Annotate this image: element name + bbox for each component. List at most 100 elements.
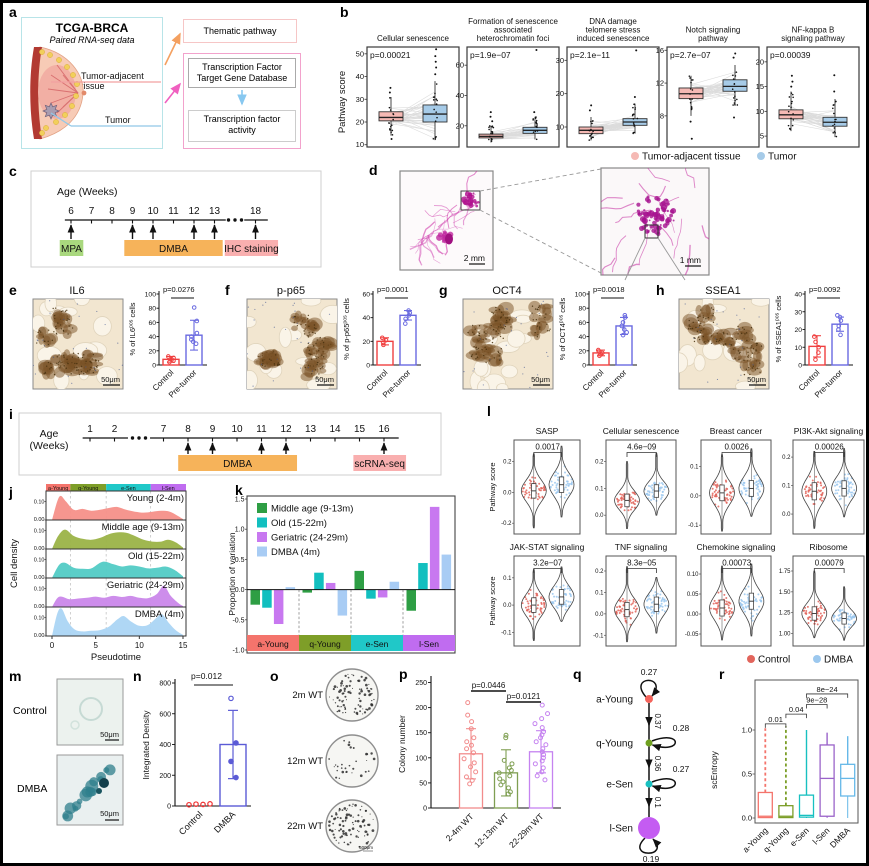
- svg-text:0.2: 0.2: [595, 459, 604, 465]
- svg-text:11: 11: [168, 206, 179, 217]
- svg-text:1.75: 1.75: [779, 569, 791, 575]
- svg-text:200: 200: [415, 705, 427, 712]
- svg-text:0.5: 0.5: [742, 770, 752, 779]
- svg-text:p=1.9e−07: p=1.9e−07: [470, 50, 511, 60]
- svg-text:6: 6: [68, 206, 74, 217]
- svg-text:0.04: 0.04: [789, 705, 804, 714]
- svg-text:8: 8: [109, 206, 115, 217]
- panel-g: g OCT4 50μm 0 20 40 60 80 100 % of OCT4pos cells…: [437, 281, 653, 405]
- panel-o-art: 2m WT 12m WT 22m WT 500μm: [287, 668, 379, 853]
- panel-m-art: 50μm 50μm: [56, 678, 124, 826]
- svg-text:50μm: 50μm: [100, 809, 119, 818]
- svg-text:Proportion of variation: Proportion of variation: [227, 532, 237, 615]
- svg-text:0.0: 0.0: [690, 494, 699, 500]
- svg-text:p=0.0276: p=0.0276: [163, 285, 195, 294]
- panel-o-letter: o: [270, 668, 279, 684]
- svg-text:1: 1: [87, 424, 93, 435]
- svg-text:0.00: 0.00: [34, 517, 45, 523]
- svg-text:150: 150: [415, 730, 427, 737]
- svg-text:Age: Age: [40, 428, 59, 440]
- svg-text:DMBA: DMBA: [212, 809, 237, 834]
- svg-text:250: 250: [415, 680, 427, 687]
- svg-text:TNF signaling: TNF signaling: [615, 542, 668, 552]
- svg-text:0.5: 0.5: [235, 557, 245, 564]
- svg-text:e-Sen: e-Sen: [788, 825, 811, 848]
- panel-m-letter: m: [9, 668, 22, 684]
- panel-k-art: -1.0 -0.5 0.0 0.5 1.0 1.5 a-Young q-Young e-Sen l…: [227, 495, 456, 654]
- svg-text:0.19: 0.19: [643, 854, 660, 864]
- svg-text:80: 80: [578, 306, 586, 313]
- svg-text:10: 10: [356, 140, 364, 149]
- panel-l-art: SASP -0.2 0.0 0.2 0.0017 Cellular senescence 0…: [488, 426, 865, 666]
- svg-text:0.2: 0.2: [782, 455, 791, 461]
- svg-text:IHC staining: IHC staining: [224, 244, 278, 255]
- svg-text:a-Young: a-Young: [257, 639, 289, 649]
- svg-text:9: 9: [210, 424, 216, 435]
- svg-text:% of p-p65pos cells: % of p-p65pos cells: [342, 298, 351, 360]
- svg-text:Integrated Density: Integrated Density: [141, 710, 151, 780]
- svg-text:p=2.7e−07: p=2.7e−07: [670, 50, 711, 60]
- svg-text:16: 16: [656, 46, 664, 55]
- panel-n-letter: n: [133, 668, 142, 684]
- svg-text:induced senescence: induced senescence: [577, 34, 650, 43]
- svg-text:7: 7: [161, 424, 167, 435]
- svg-text:100: 100: [415, 755, 427, 762]
- panel-j-letter: j: [9, 484, 13, 500]
- svg-text:5: 5: [760, 132, 764, 141]
- dmba-row-label: DMBA: [17, 783, 48, 795]
- panel-f-letter: f: [225, 282, 230, 298]
- svg-text:2: 2: [112, 424, 118, 435]
- svg-text:Old (15-22m): Old (15-22m): [271, 518, 327, 529]
- svg-text:Chemokine signaling: Chemokine signaling: [697, 542, 776, 552]
- svg-text:JAK-STAT signaling: JAK-STAT signaling: [510, 542, 585, 552]
- svg-text:30: 30: [556, 56, 564, 65]
- svg-text:scEntropy: scEntropy: [709, 750, 719, 789]
- svg-text:10: 10: [794, 345, 802, 352]
- svg-text:Ribosome: Ribosome: [809, 542, 848, 552]
- svg-text:1.00: 1.00: [779, 632, 791, 638]
- svg-text:Pseudotime: Pseudotime: [91, 652, 141, 663]
- panel-a: a TCGA-BRCA Paired RNA-seq data Tumor-ad…: [7, 5, 337, 163]
- node-l-Sen: [638, 817, 660, 839]
- svg-text:10: 10: [135, 641, 144, 650]
- legend-dot-tumor-adjacent: [631, 152, 639, 160]
- svg-text:5: 5: [93, 641, 98, 650]
- svg-text:40: 40: [456, 91, 464, 100]
- svg-text:-0.1: -0.1: [688, 523, 699, 529]
- svg-text:Breast cancer: Breast cancer: [710, 426, 763, 436]
- svg-text:p=2.1e−11: p=2.1e−11: [570, 50, 610, 60]
- svg-text:q-Young: q-Young: [309, 639, 341, 649]
- svg-text:0.0: 0.0: [742, 814, 752, 823]
- panel-d: d 2 mm 1 mm: [333, 163, 866, 281]
- svg-text:Notch signaling: Notch signaling: [686, 26, 741, 35]
- svg-text:0.0026: 0.0026: [724, 443, 749, 452]
- svg-text:Cellular senescence: Cellular senescence: [603, 426, 680, 436]
- node-q-Young: [645, 739, 653, 747]
- svg-text:2m WT: 2m WT: [292, 690, 323, 701]
- svg-text:heterochromatin foci: heterochromatin foci: [477, 34, 550, 43]
- svg-text:50μm: 50μm: [747, 375, 766, 384]
- svg-text:50: 50: [356, 49, 364, 58]
- svg-text:0: 0: [582, 363, 586, 370]
- panel-l: l SASP -0.2 0.0 0.2 0.0017 Cellular senescenc…: [443, 403, 866, 669]
- svg-text:e-Sen: e-Sen: [606, 780, 633, 791]
- svg-text:0.1: 0.1: [595, 486, 604, 492]
- svg-text:Middle age (9-13m): Middle age (9-13m): [102, 522, 184, 533]
- flow-box-tf-database: Transcription Factor Target Gene Database: [188, 58, 296, 88]
- svg-text:0.1: 0.1: [653, 797, 662, 809]
- svg-text:15: 15: [756, 82, 764, 91]
- svg-text:8.3e−05: 8.3e−05: [627, 559, 657, 568]
- svg-text:50: 50: [419, 780, 427, 787]
- svg-text:40: 40: [356, 72, 364, 81]
- svg-text:20: 20: [456, 121, 464, 130]
- panel-q-letter: q: [573, 666, 582, 682]
- panel-k: k -1.0 -0.5 0.0 0.5 1.0 1.5 a-Young q-Young e-Se…: [227, 483, 461, 667]
- svg-text:22-29m WT: 22-29m WT: [507, 811, 545, 849]
- panel-c-art: Age (Weeks) 6 7 8 9 10 11 12 13 18 MPA DMBA IHC stai…: [30, 170, 322, 268]
- svg-text:200: 200: [159, 773, 171, 780]
- panel-r-letter: r: [719, 666, 725, 682]
- svg-text:DMBA (4m): DMBA (4m): [135, 609, 184, 620]
- svg-text:0.10: 0.10: [34, 500, 45, 506]
- panel-b-art: Pathway score Cellular senescence 10 20 30 40…: [337, 17, 860, 163]
